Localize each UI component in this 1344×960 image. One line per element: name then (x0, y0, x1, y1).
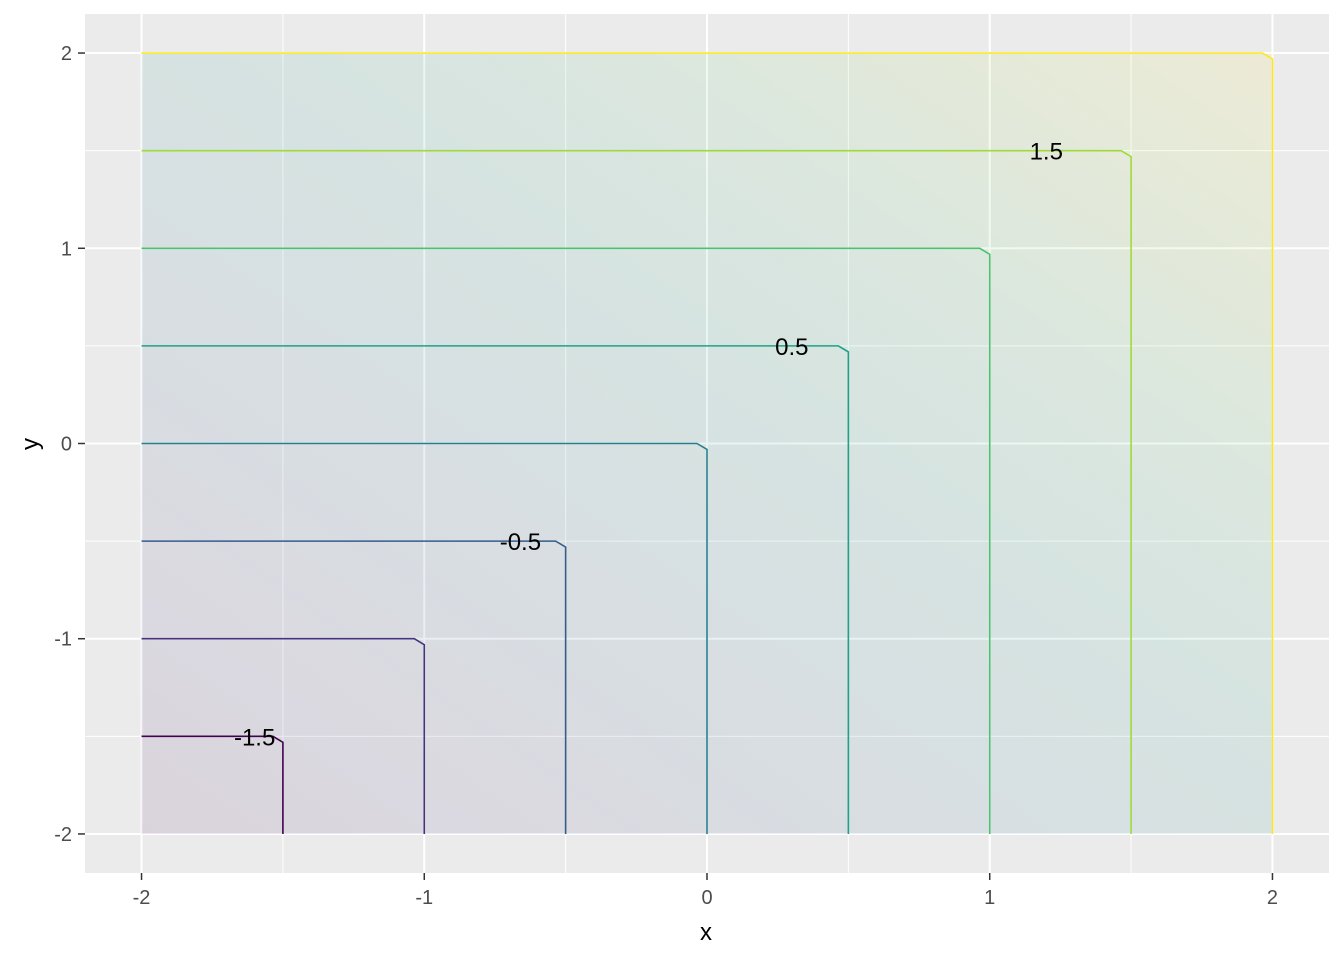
y-tick-label: 2 (61, 43, 72, 65)
contour-line (141, 442, 708, 834)
contour-line (141, 637, 426, 834)
y-tick-label: 0 (61, 434, 72, 456)
contour-line (141, 735, 284, 834)
x-tick-label: -1 (415, 887, 433, 909)
contour-line (141, 247, 991, 834)
contour-label: -0.5 (500, 529, 541, 556)
contour-label: 1.5 (1030, 139, 1063, 166)
contour-lines (141, 52, 1274, 834)
x-tick-label: -2 (133, 887, 151, 909)
contour-label: 0.5 (775, 334, 808, 361)
contour-line (141, 345, 850, 834)
contour-label: -1.5 (234, 724, 275, 751)
y-axis-title: y (17, 438, 44, 450)
y-tick-label: -1 (54, 629, 72, 651)
contour-labels: -1.5 -0.5 0.5 1.5 (234, 139, 1063, 752)
x-tick-label: 1 (984, 887, 995, 909)
x-axis: -2 -1 0 1 2 (133, 873, 1278, 909)
contour-line (141, 149, 1132, 834)
contour-line (141, 52, 1274, 834)
y-axis: -2 -1 0 1 2 (54, 43, 85, 846)
y-tick-label: -2 (54, 824, 72, 846)
x-tick-label: 0 (701, 887, 712, 909)
x-tick-label: 2 (1267, 887, 1278, 909)
contour-line (141, 540, 567, 834)
x-axis-title: x (700, 919, 712, 946)
y-tick-label: 1 (61, 238, 72, 260)
